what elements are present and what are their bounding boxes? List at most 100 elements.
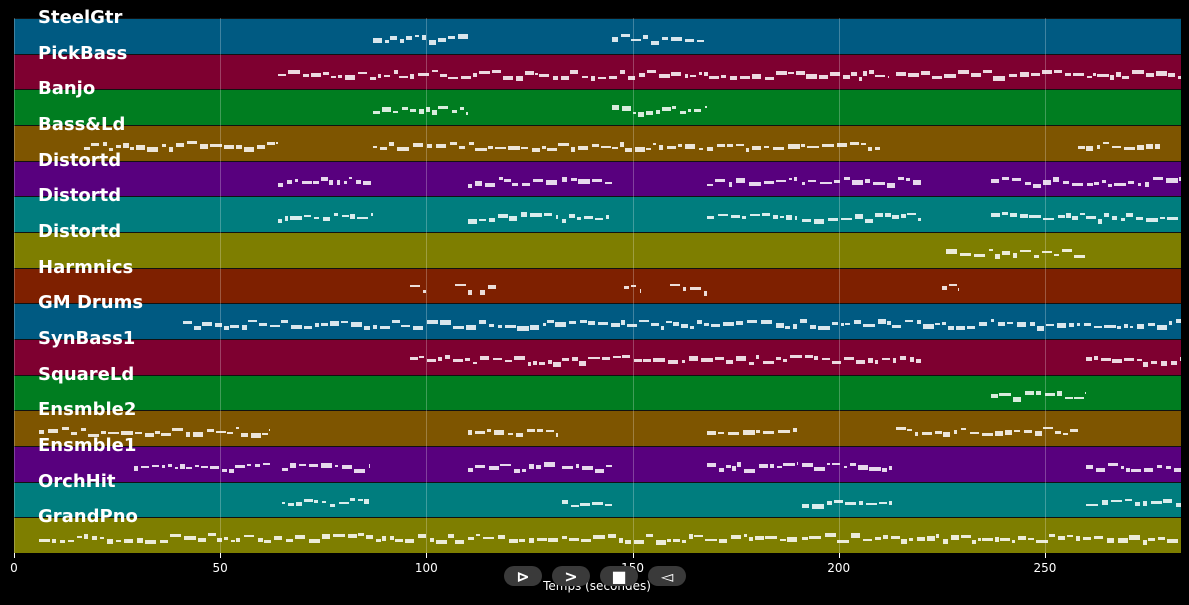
note-mark	[84, 146, 91, 150]
note-mark	[853, 320, 861, 325]
note-mark	[556, 433, 559, 438]
note-mark	[1053, 253, 1060, 256]
x-tick-mark	[426, 553, 428, 558]
note-mark	[1131, 468, 1142, 472]
note-mark	[779, 216, 785, 219]
note-mark	[323, 72, 330, 76]
note-mark	[1122, 76, 1130, 80]
note-mark	[971, 72, 982, 77]
back-button[interactable]: ◅	[648, 566, 686, 586]
note-mark	[1170, 361, 1178, 366]
note-mark	[533, 178, 544, 182]
note-mark	[882, 468, 888, 473]
note-mark	[363, 326, 371, 331]
note-mark	[1092, 73, 1096, 77]
note-mark	[693, 108, 702, 112]
note-mark	[740, 75, 751, 79]
note-mark	[671, 72, 681, 77]
note-mark	[562, 499, 568, 504]
note-mark	[544, 213, 552, 217]
note-mark	[868, 69, 874, 74]
note-mark	[881, 357, 890, 360]
note-mark	[1083, 322, 1091, 326]
note-mark	[1061, 249, 1072, 253]
track-label: PickBass	[38, 42, 128, 64]
note-mark	[621, 319, 626, 325]
note-mark	[322, 217, 331, 222]
note-mark	[200, 143, 208, 149]
stop-button[interactable]: ■	[600, 566, 638, 586]
note-mark	[303, 215, 311, 218]
note-mark	[858, 76, 862, 81]
note-mark	[135, 144, 145, 150]
note-mark	[282, 467, 289, 471]
note-mark	[923, 323, 935, 329]
note-mark	[960, 427, 967, 430]
note-mark	[1042, 70, 1052, 75]
note-mark	[783, 359, 787, 363]
note-mark	[91, 536, 97, 541]
note-mark	[883, 534, 888, 539]
note-mark	[666, 538, 671, 542]
note-mark	[708, 76, 720, 80]
note-mark	[762, 361, 774, 365]
note-mark	[162, 465, 166, 469]
note-mark	[357, 499, 364, 502]
note-mark	[945, 248, 958, 254]
note-mark	[432, 109, 438, 115]
note-mark	[575, 464, 580, 469]
note-mark	[618, 538, 624, 544]
note-mark	[598, 321, 609, 325]
note-mark	[850, 72, 858, 77]
note-mark	[850, 141, 860, 145]
track-label: GM Drums	[38, 292, 144, 314]
note-mark	[321, 462, 333, 468]
note-mark	[579, 361, 587, 367]
note-mark	[314, 323, 319, 328]
note-mark	[370, 76, 376, 80]
note-mark	[956, 326, 966, 331]
note-mark	[591, 76, 595, 82]
note-mark	[841, 218, 853, 221]
note-mark	[875, 212, 883, 217]
note-mark	[731, 214, 741, 218]
note-mark	[380, 146, 387, 150]
track-label: Ensmble2	[38, 399, 137, 421]
note-mark	[719, 539, 728, 544]
note-mark	[571, 504, 579, 507]
note-mark	[468, 537, 474, 541]
note-mark	[508, 538, 519, 543]
track-band	[14, 125, 1181, 161]
note-mark	[240, 433, 248, 438]
note-mark	[548, 538, 559, 543]
note-mark	[1178, 177, 1181, 182]
note-mark	[333, 212, 339, 216]
note-mark	[569, 214, 576, 219]
note-mark	[394, 538, 404, 542]
track-band	[14, 339, 1181, 375]
note-mark	[800, 144, 805, 148]
note-mark	[562, 218, 567, 223]
note-mark	[658, 144, 663, 150]
note-mark	[247, 463, 251, 466]
note-mark	[308, 464, 318, 468]
next-button[interactable]: >	[552, 566, 590, 586]
note-mark	[749, 181, 761, 186]
play-button[interactable]: ⊳	[504, 566, 542, 586]
note-mark	[609, 75, 617, 79]
note-mark	[804, 355, 813, 359]
note-mark	[185, 432, 190, 438]
note-mark	[961, 534, 971, 538]
note-mark	[235, 144, 243, 149]
note-mark	[730, 75, 737, 80]
note-mark	[951, 534, 959, 540]
note-mark	[1036, 539, 1048, 543]
note-mark	[1148, 537, 1156, 541]
note-mark	[439, 73, 448, 77]
note-mark	[467, 468, 473, 473]
note-mark	[994, 253, 1000, 259]
note-mark	[488, 145, 493, 149]
track-band	[14, 196, 1181, 232]
note-mark	[362, 180, 372, 185]
note-mark	[351, 321, 362, 327]
